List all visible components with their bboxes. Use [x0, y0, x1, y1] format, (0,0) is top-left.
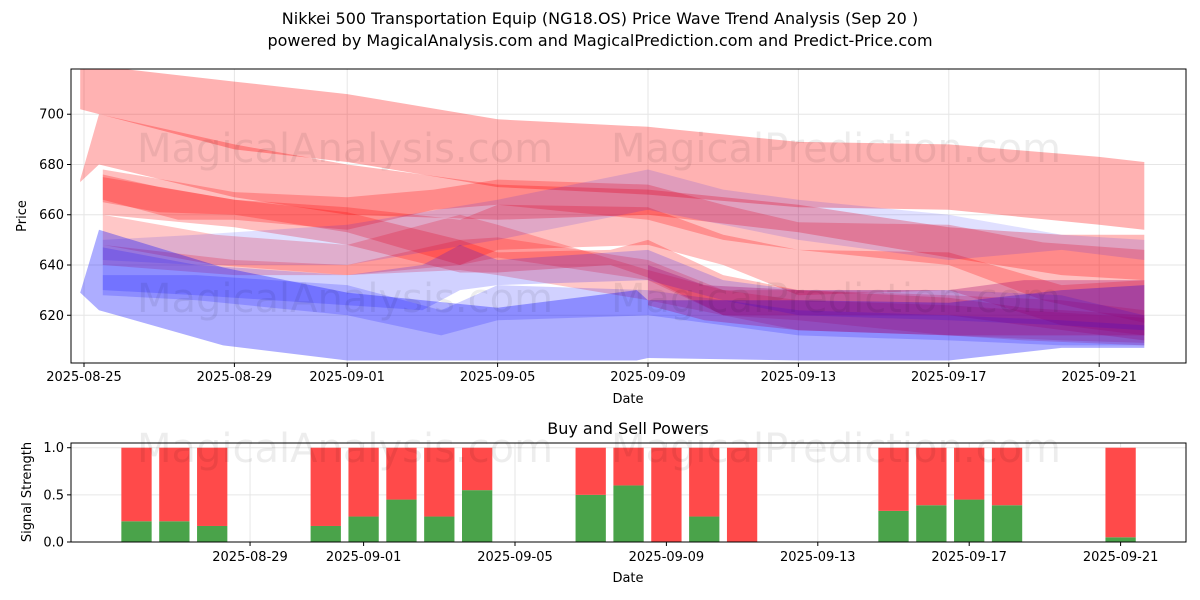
price-x-tick-label-0: 2025-08-25	[46, 370, 122, 385]
buy-bar-15	[954, 499, 985, 542]
band-red-band-mid-1	[102, 169, 1145, 323]
power-panel: Buy and Sell Powers MagicalAnalysis.com M…	[20, 419, 1187, 586]
price-watermarks: MagicalAnalysis.com MagicalPrediction.com…	[137, 126, 1061, 322]
sell-bar-0	[121, 447, 152, 522]
price-y-tick-label-3: 680	[39, 158, 64, 173]
buy-bar-11	[689, 516, 720, 542]
buy-bar-14	[916, 505, 947, 542]
price-x-ticks: 2025-08-25 2025-08-29 2025-09-01 2025-09-05…	[46, 363, 1137, 385]
price-y-tick-label-0: 620	[39, 309, 64, 324]
price-x-label: Date	[612, 392, 643, 407]
price-y-tick-label-1: 640	[39, 259, 64, 274]
band-red-band-bottom	[102, 237, 1145, 346]
price-lower-watermark-0: MagicalAnalysis.com	[137, 276, 553, 322]
power-x-tick-label-4: 2025-09-13	[780, 550, 856, 565]
buy-bar-6	[424, 516, 455, 542]
sell-bar-6	[424, 447, 455, 517]
band-red-band-low-2	[102, 214, 1145, 343]
band-blue-band-upper-light	[102, 169, 1145, 265]
buy-bar-4	[348, 516, 379, 542]
sell-bar-8	[575, 447, 606, 495]
band-purple-band	[648, 265, 1145, 336]
price-x-tick-label-4: 2025-09-09	[610, 370, 686, 385]
price-y-label: Price	[15, 200, 30, 232]
sell-bar-1	[159, 447, 190, 522]
sell-bar-16	[991, 447, 1023, 506]
power-y-tick-label-1: 0.5	[43, 488, 64, 503]
sell-bar-13	[878, 447, 909, 511]
sell-bar-12	[726, 447, 758, 542]
chart-title: Nikkei 500 Transportation Equip (NG18.OS…	[281, 9, 919, 28]
price-x-tick-label-7: 2025-09-21	[1061, 370, 1137, 385]
power-y-label: Signal Strength	[20, 442, 35, 542]
sell-bar-11	[689, 447, 720, 517]
chart-subtitle: powered by MagicalAnalysis.com and Magic…	[267, 31, 933, 50]
price-panel: MagicalAnalysis.com MagicalPrediction.com…	[15, 68, 1187, 407]
buy-bar-5	[386, 499, 417, 542]
power-watermarks: MagicalAnalysis.com MagicalPrediction.com	[137, 426, 1061, 472]
buy-bar-8	[575, 494, 606, 542]
sell-bar-17	[1105, 447, 1136, 538]
price-x-tick-label-3: 2025-09-05	[460, 370, 536, 385]
buy-bar-13	[878, 510, 909, 542]
buy-bar-17	[1105, 537, 1136, 542]
band-blue-band-bottom	[80, 229, 1145, 361]
price-y-ticks: 620 640 660 680 700	[39, 108, 71, 324]
power-plot-frame	[70, 442, 1187, 543]
power-title: Buy and Sell Powers	[547, 419, 709, 438]
power-x-label: Date	[612, 571, 643, 586]
price-watermark-1: MagicalPrediction.com	[611, 126, 1061, 172]
price-grid	[71, 69, 1186, 363]
band-blue-band-low-2	[102, 275, 1145, 346]
price-x-tick-label-5: 2025-09-13	[761, 370, 837, 385]
price-x-tick-label-1: 2025-08-29	[197, 370, 273, 385]
buy-bar-1	[159, 521, 190, 542]
power-x-ticks: 2025-08-29 2025-09-01 2025-09-05 2025-09-09…	[212, 542, 1158, 565]
power-x-tick-label-5: 2025-09-17	[931, 550, 1007, 565]
sell-bar-4	[348, 447, 379, 517]
sell-bar-14	[916, 447, 947, 506]
band-red-band-low-1	[102, 177, 1145, 341]
power-x-tick-label-6: 2025-09-21	[1083, 550, 1159, 565]
buy-bar-0	[121, 521, 152, 542]
sell-bar-15	[954, 447, 985, 500]
buy-bar-2	[197, 525, 228, 542]
sell-bar-10	[651, 447, 682, 542]
sell-bar-5	[386, 447, 417, 500]
price-lower-watermark-1: MagicalPrediction.com	[611, 276, 1061, 322]
sell-bar-3	[310, 447, 341, 526]
power-y-tick-label-0: 0.0	[43, 536, 64, 551]
power-bars	[121, 447, 1136, 542]
price-bands	[80, 69, 1145, 361]
band-red-band-high-2	[80, 114, 1145, 281]
power-y-tick-label-2: 1.0	[43, 441, 64, 456]
power-x-tick-label-2: 2025-09-05	[477, 550, 553, 565]
price-y-tick-label-4: 700	[39, 108, 64, 123]
power-x-tick-label-0: 2025-08-29	[212, 550, 288, 565]
buy-bar-3	[310, 525, 341, 542]
price-y-tick-label-2: 660	[39, 208, 64, 223]
price-watermark-0: MagicalAnalysis.com	[137, 126, 553, 172]
price-plot-frame	[70, 68, 1187, 364]
sell-bar-2	[197, 447, 228, 526]
band-blue-band-mid	[102, 244, 1145, 331]
price-x-tick-label-2: 2025-09-01	[309, 370, 385, 385]
price-x-tick-label-6: 2025-09-17	[911, 370, 987, 385]
power-watermark-1: MagicalPrediction.com	[611, 426, 1061, 472]
sell-bar-7	[462, 447, 493, 491]
sell-bar-9	[613, 447, 644, 486]
band-red-band-top	[80, 69, 1145, 230]
power-y-ticks: 0.0 0.5 1.0	[43, 441, 71, 551]
buy-bar-16	[991, 505, 1023, 542]
buy-bar-9	[613, 485, 644, 542]
band-red-band-mid-2	[102, 174, 1145, 336]
power-watermark-0: MagicalAnalysis.com	[137, 426, 553, 472]
power-x-tick-label-1: 2025-09-01	[326, 550, 402, 565]
power-x-tick-label-3: 2025-09-09	[629, 550, 705, 565]
buy-bar-7	[462, 490, 493, 542]
